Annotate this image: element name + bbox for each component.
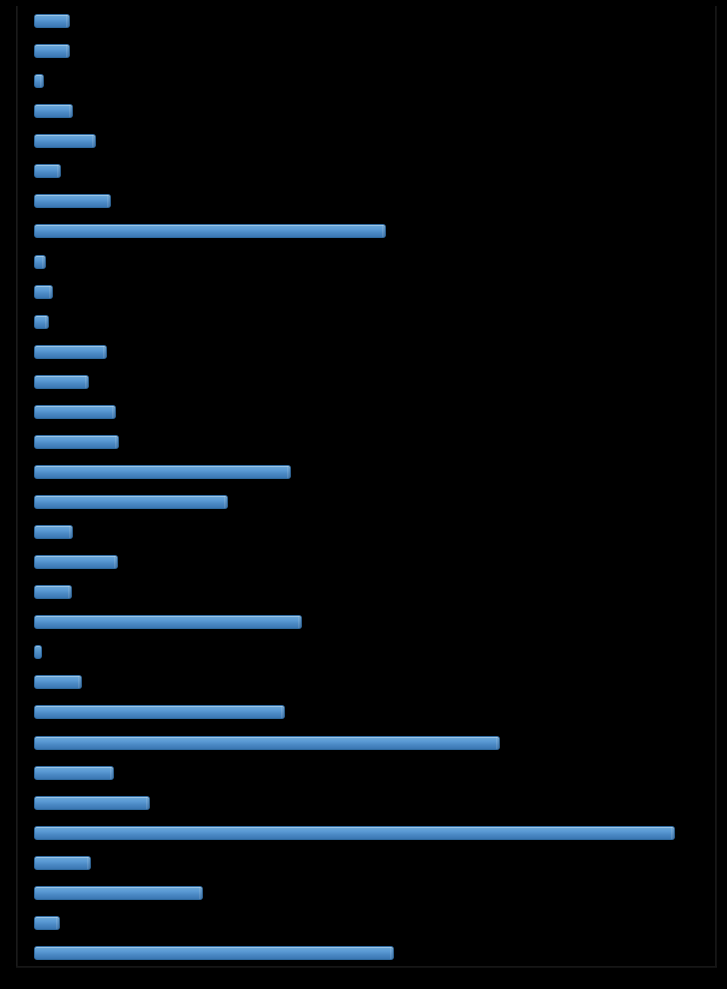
bar — [34, 285, 53, 299]
bar — [34, 675, 82, 689]
bar — [34, 224, 386, 238]
bar — [34, 14, 70, 28]
bar — [34, 435, 119, 449]
bar — [34, 255, 46, 269]
bar — [34, 405, 116, 419]
bar — [34, 104, 73, 118]
bar — [34, 555, 118, 569]
bar — [34, 916, 60, 930]
x-axis-bottom — [16, 966, 717, 968]
bar — [34, 194, 111, 208]
y-axis-right — [715, 6, 717, 968]
bar — [34, 705, 285, 719]
bar — [34, 886, 203, 900]
y-axis-left — [16, 6, 18, 968]
bar — [34, 465, 291, 479]
bar — [34, 615, 302, 629]
bar — [34, 826, 675, 840]
bar — [34, 645, 42, 659]
bar — [34, 375, 89, 389]
bar — [34, 585, 72, 599]
bar — [34, 766, 114, 780]
bar — [34, 134, 96, 148]
plot-area — [16, 6, 717, 968]
bar — [34, 946, 394, 960]
bar — [34, 495, 228, 509]
bar — [34, 736, 500, 750]
bar — [34, 44, 70, 58]
bar — [34, 525, 73, 539]
bar — [34, 164, 61, 178]
bar — [34, 856, 91, 870]
bar — [34, 74, 44, 88]
bar — [34, 315, 49, 329]
horizontal-bar-chart — [0, 0, 727, 989]
bar — [34, 796, 150, 810]
bar — [34, 345, 107, 359]
